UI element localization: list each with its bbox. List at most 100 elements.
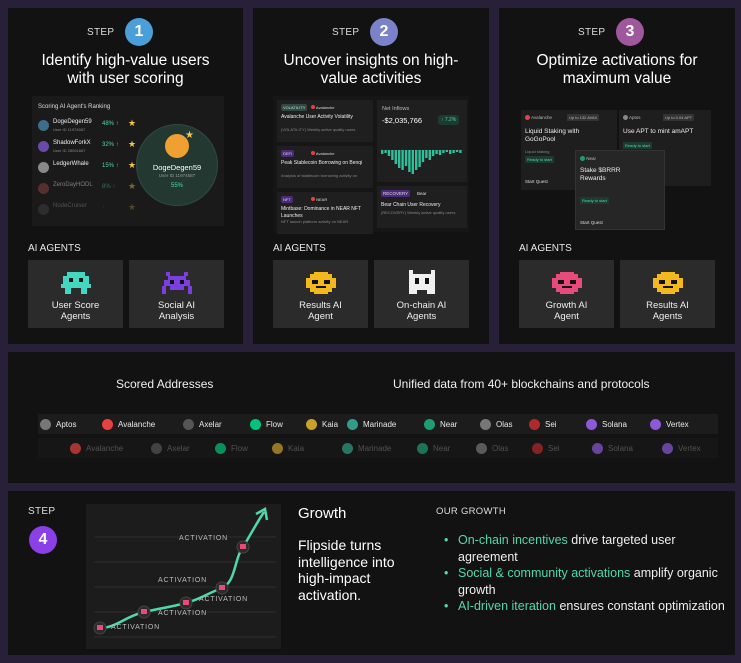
- netflow-bar: [438, 150, 442, 155]
- chain-item: Marinade: [342, 443, 391, 454]
- our-growth-label: OUR GROWTH: [436, 506, 507, 517]
- agent-results-ai[interactable]: Results AI Agents: [620, 260, 715, 328]
- chain-item: Axelar: [151, 443, 190, 454]
- star-icon: ★: [128, 181, 137, 191]
- insight-card[interactable]: NFT NEAR Mintbase: Dominance in NEAR NFT …: [277, 192, 373, 234]
- netflow-bar: [415, 150, 418, 170]
- netflow-bar: [411, 150, 414, 174]
- growth-description: Flipside turns intelligence into high-im…: [298, 537, 395, 603]
- insight-sub: (VOLATILITY) Weekly active quality users: [281, 127, 356, 132]
- pixel-face-icon: [305, 272, 336, 294]
- avatar: [38, 120, 49, 131]
- chain-item: Vertex: [662, 443, 701, 454]
- chain-logo-icon: [183, 419, 194, 430]
- chain-logo-icon: [272, 443, 283, 454]
- pixel-face-icon: [551, 272, 582, 294]
- netflow-bar: [381, 150, 384, 154]
- step-number-badge: 3: [616, 18, 644, 46]
- activation-label: ACTIVATION: [158, 577, 207, 584]
- insight-sub: Analysis of stablecoin borrowing activit…: [281, 173, 358, 178]
- netflow-value: -$2,035,766: [382, 116, 423, 125]
- chain-item: Kaia: [272, 443, 304, 454]
- activation-label: ACTIVATION: [199, 596, 248, 603]
- ranking-title: Scoring AI Agent's Ranking: [38, 104, 111, 110]
- activation-chart-svg: [93, 507, 276, 638]
- quest-card[interactable]: Near Stake $BRRR Rewards Ready to start …: [575, 150, 665, 230]
- chain-logo-icon: [529, 419, 540, 430]
- step-label: STEP: [578, 27, 606, 38]
- agent-social-ai[interactable]: Social AI Analysis: [129, 260, 224, 328]
- chain-strip: [38, 414, 718, 434]
- user-name: NodeCruiser: [53, 203, 87, 209]
- start-quest-button[interactable]: Start Quest: [580, 220, 603, 225]
- growth-title: Growth: [298, 505, 347, 522]
- chain-logo-icon: [592, 443, 603, 454]
- highlight-score: 55%: [170, 183, 183, 189]
- netflow-bar: [401, 150, 404, 170]
- quest-title: Use APT to mint amAPT: [623, 128, 694, 135]
- netflow-bar: [384, 150, 387, 153]
- chain-item: Vertex: [650, 419, 689, 430]
- chain-item: Axelar: [183, 419, 222, 430]
- chain-item: Olas: [480, 419, 512, 430]
- trend-up-icon: ↑: [115, 163, 119, 169]
- agent-results-ai[interactable]: Results AI Agent: [273, 260, 368, 328]
- netflow-bar: [408, 150, 411, 172]
- insight-tag: DEFI: [281, 150, 295, 157]
- agents-label: AI AGENTS: [273, 243, 326, 254]
- chain-item: Flow: [215, 443, 248, 454]
- recovery-title: Bear Chain User Recovery: [381, 202, 441, 208]
- activation-label: ACTIVATION: [158, 610, 207, 617]
- netflow-bar: [442, 150, 445, 153]
- chain-item: Olas: [476, 443, 508, 454]
- insight-title: Mintbase: Dominance in NEAR NFT Launches: [281, 206, 361, 219]
- chain-item: Marinade: [347, 419, 396, 430]
- insight-card[interactable]: VOLATILITY Avalanche Avalanche User Activ…: [277, 100, 373, 142]
- start-quest-button[interactable]: Start Quest: [525, 179, 548, 184]
- ranking-row: ZeroDayHODL 8% ↑ ★: [38, 181, 138, 197]
- chain-item: Flow: [250, 419, 283, 430]
- user-score: 32% ↑: [102, 142, 119, 148]
- chain-logo-icon: [347, 419, 358, 430]
- quest-chip: Ready to start: [525, 156, 554, 163]
- netflow-bar: [435, 150, 438, 154]
- trend-up-icon: ↑: [112, 184, 116, 190]
- ranking-row: DogeDegen59 User ID 11974587 48% ↑ ★: [38, 118, 138, 134]
- user-score: 48% ↑: [102, 121, 119, 127]
- user-name: LedgerWhale: [53, 161, 89, 167]
- near-icon: [580, 156, 585, 162]
- agent-user-score[interactable]: User Score Agents: [28, 260, 123, 328]
- ranking-row: NodeCruiser ↑ ★: [38, 202, 138, 218]
- netflow-label: Net Inflows: [382, 106, 410, 112]
- netflow-bar: [452, 150, 455, 153]
- recovery-chain: Bear: [417, 191, 427, 196]
- netflow-bar: [387, 150, 391, 156]
- chain-logo-icon: [480, 419, 491, 430]
- step-number-badge: 4: [29, 526, 57, 554]
- user-score: 15% ↑: [102, 163, 119, 169]
- agents-label: AI AGENTS: [28, 243, 81, 254]
- chain-item: Kaia: [306, 419, 338, 430]
- quest-chip: Liquid staking: [525, 149, 550, 154]
- pixel-invader-icon: [60, 272, 91, 294]
- agent-growth-ai[interactable]: Growth AI Agent: [519, 260, 614, 328]
- chain-logo-icon: [342, 443, 353, 454]
- chain-item: Near: [424, 419, 457, 430]
- step-1-card: STEP 1 Identify high-value users with us…: [8, 8, 243, 344]
- step-number-badge: 2: [370, 18, 398, 46]
- highlight-circle: ★ DogeDegen59 User ID 11974587 55%: [136, 124, 218, 206]
- activation-chart: ACTIVATION ACTIVATION ACTIVATION ACTIVAT…: [86, 504, 281, 649]
- insight-card[interactable]: DEFI Avalanche Peak Stablecoin Borrowing …: [277, 146, 373, 188]
- growth-bullet: On-chain incentives drive targeted user …: [444, 532, 734, 565]
- star-icon: ★: [128, 160, 137, 170]
- netflow-bar: [459, 150, 462, 153]
- agent-onchain-ai[interactable]: On-chain AI Agents: [374, 260, 469, 328]
- chain-item: Solana: [592, 443, 633, 454]
- recovery-card: RECOVERY Bear Bear Chain User Recovery (…: [377, 186, 467, 228]
- recovery-tag: RECOVERY: [381, 190, 411, 197]
- chain-strip: [38, 438, 718, 458]
- netflow-bar: [449, 150, 452, 154]
- growth-bullet: Social & community activations amplify o…: [444, 565, 734, 598]
- trend-up-icon: ↑: [102, 205, 105, 211]
- insight-sub: NFT launch platform activity on NEAR: [281, 219, 349, 224]
